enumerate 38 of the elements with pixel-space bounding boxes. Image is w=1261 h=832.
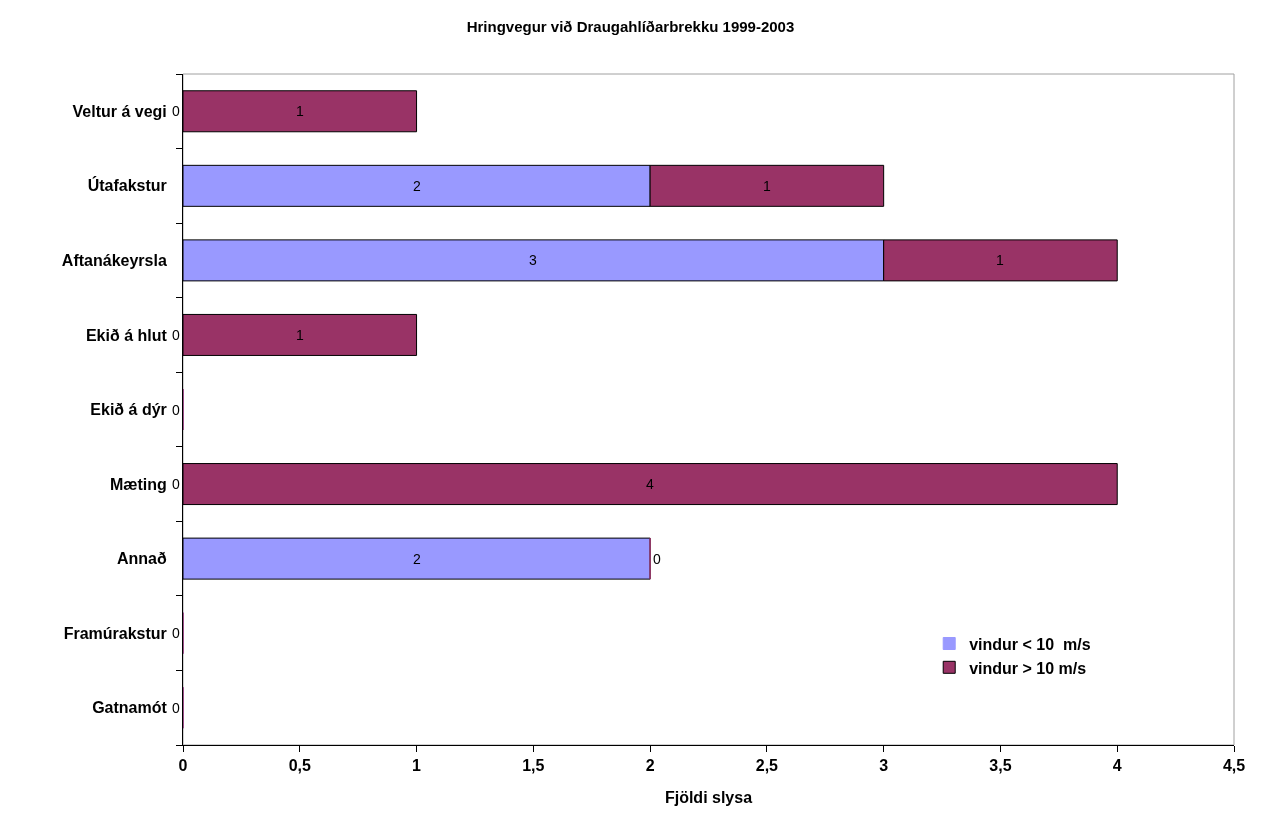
x-tick-label: 2 bbox=[645, 757, 655, 775]
y-tick-label: Ekið á dýr bbox=[90, 401, 167, 419]
x-tick-label: 4 bbox=[1112, 757, 1122, 775]
data-label: 0 bbox=[172, 625, 180, 641]
data-label: 1 bbox=[763, 178, 771, 194]
x-tick-label: 1 bbox=[412, 757, 422, 775]
legend-label: vindur > 10 m/s bbox=[969, 659, 1087, 677]
data-label: 1 bbox=[296, 327, 304, 343]
y-tick-label: Gatnamót bbox=[92, 699, 168, 717]
data-label: 0 bbox=[172, 402, 180, 418]
legend-label: vindur < 10 m/s bbox=[969, 635, 1091, 653]
y-tick-label: Veltur á vegi bbox=[72, 102, 167, 120]
data-label: 1 bbox=[296, 103, 304, 119]
data-label: 0 bbox=[653, 551, 661, 567]
x-tick-label: 3,5 bbox=[989, 757, 1012, 775]
data-label: 0 bbox=[172, 476, 180, 492]
x-tick-label: 2,5 bbox=[755, 757, 779, 775]
y-tick-label: Ekið á hlut bbox=[85, 326, 168, 344]
chart-title: Hringvegur við Draugahlíðarbrekku 1999-2003 bbox=[466, 17, 795, 35]
x-tick-label: 0,5 bbox=[288, 757, 311, 775]
data-label: 4 bbox=[646, 476, 654, 492]
data-label: 3 bbox=[529, 252, 537, 268]
x-axis-title: Fjöldi slysa bbox=[664, 788, 753, 806]
data-label: 2 bbox=[413, 551, 421, 567]
y-tick-label: Aftanákeyrsla bbox=[61, 251, 167, 269]
y-tick-label: Annað bbox=[117, 550, 168, 568]
x-tick-label: 3 bbox=[879, 757, 889, 775]
data-label: 2 bbox=[413, 178, 421, 194]
y-tick-label: Útafakstur bbox=[87, 176, 167, 195]
x-tick-label: 4,5 bbox=[1222, 757, 1246, 775]
x-tick-label: 0 bbox=[178, 757, 188, 775]
data-label: 0 bbox=[172, 700, 180, 716]
y-tick-label: Mæting bbox=[109, 475, 167, 493]
data-label: 0 bbox=[172, 327, 180, 343]
x-tick-label: 1,5 bbox=[522, 757, 545, 775]
y-tick-label: Framúrakstur bbox=[63, 624, 167, 642]
data-label: 1 bbox=[996, 252, 1004, 268]
data-label: 0 bbox=[172, 103, 180, 119]
